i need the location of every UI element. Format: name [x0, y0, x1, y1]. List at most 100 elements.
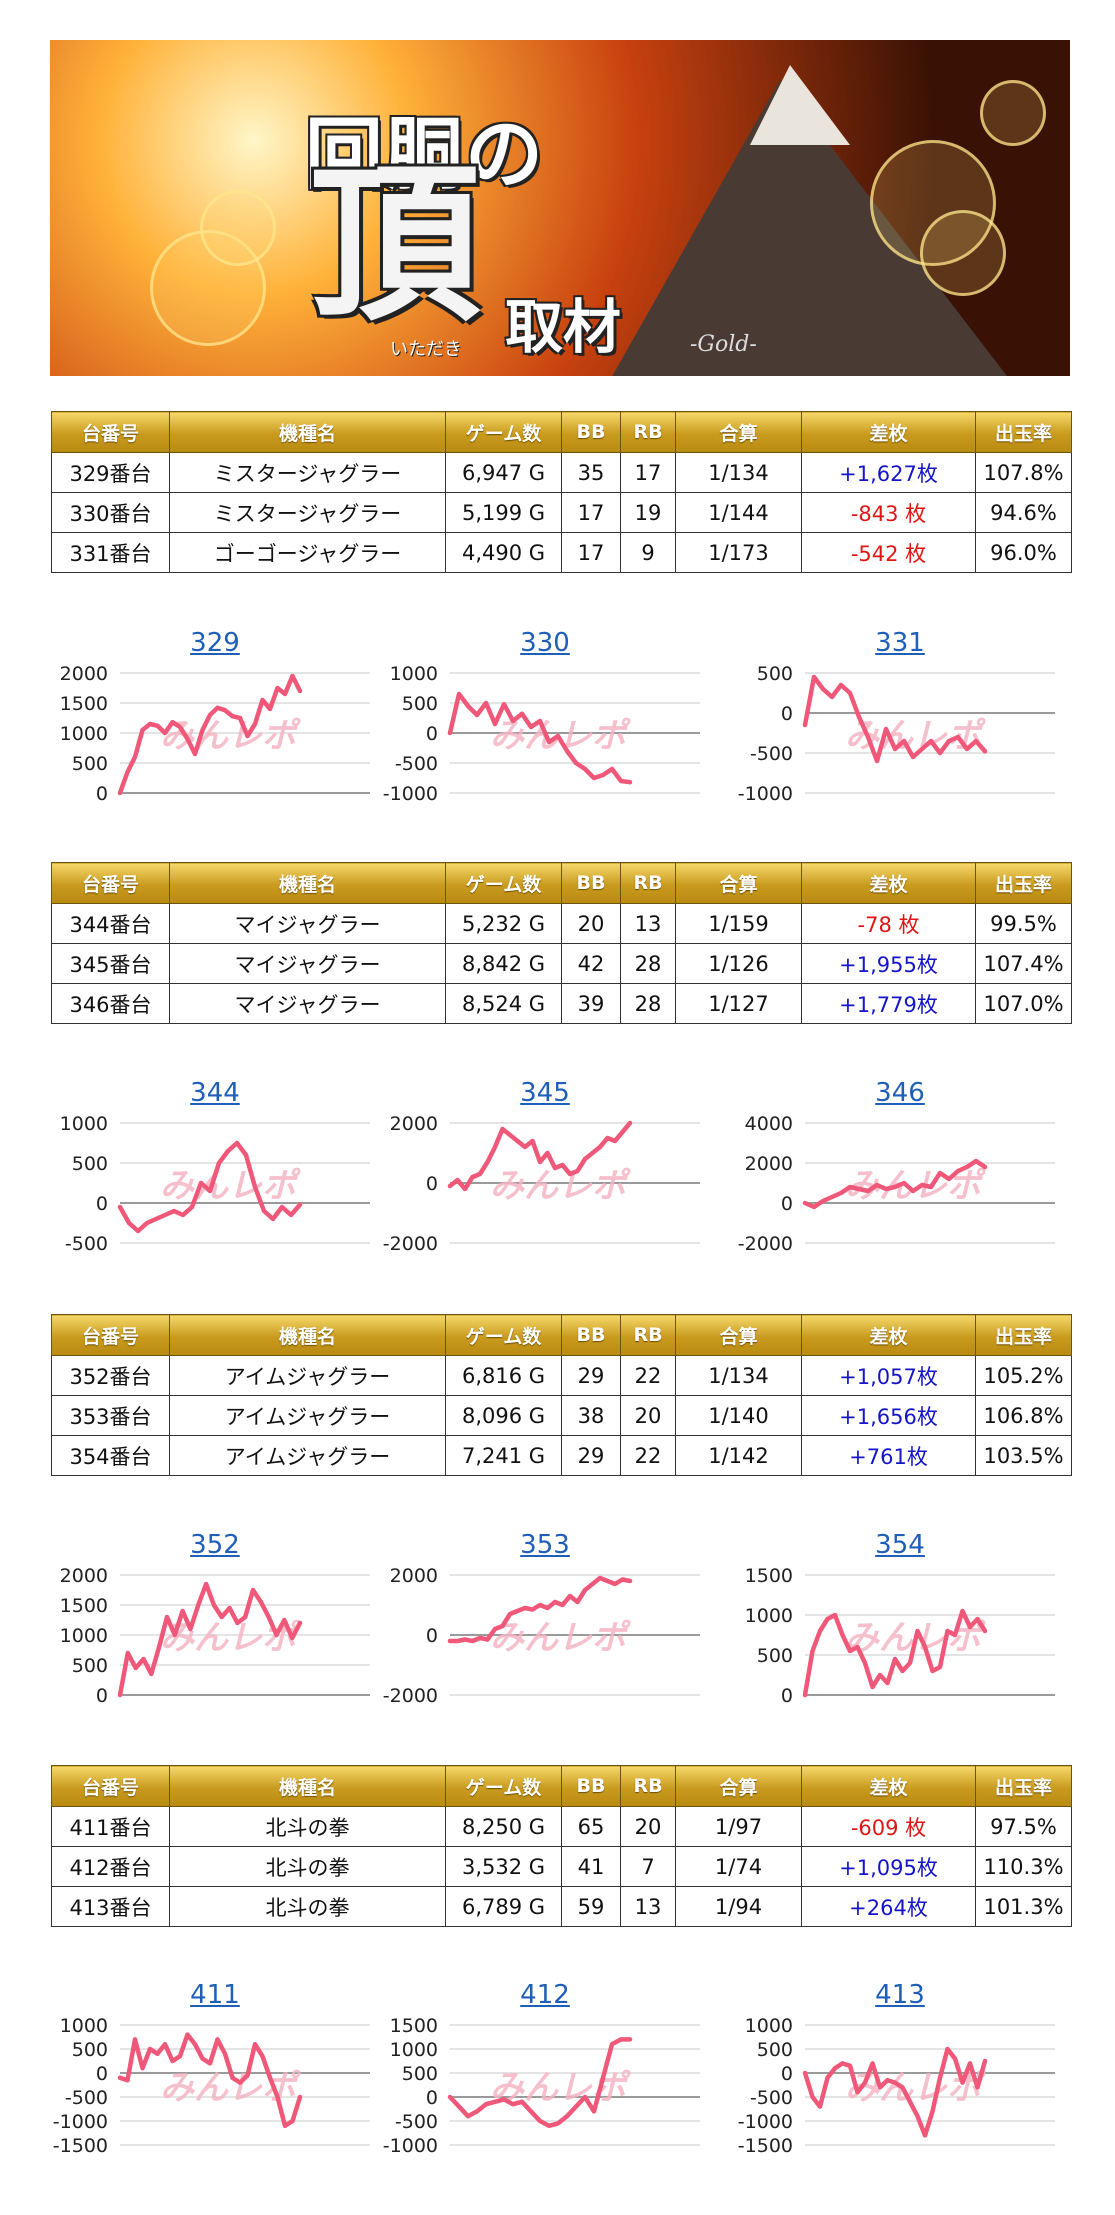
y-tick-label: -2000 [383, 1685, 438, 1707]
data-point [884, 1187, 888, 1191]
data-point [280, 1205, 284, 1209]
machine-model: アイムジャグラー [169, 1395, 446, 1436]
data-point [118, 791, 122, 795]
watermark-logo: みんレポ [845, 1166, 986, 1206]
data-point [583, 1588, 587, 1592]
data-point [118, 2075, 122, 2080]
chart-title-link[interactable]: 344 [190, 1078, 240, 1108]
regular-bonus-count: 20 [620, 1806, 676, 1847]
chart-title-link[interactable]: 413 [875, 1980, 925, 2010]
big-bonus-count: 29 [561, 1435, 621, 1476]
chart-title-link[interactable]: 353 [520, 1530, 570, 1560]
column-header: BB [561, 862, 621, 904]
slump-graph: 353 2000 0 -2000 みんレポ [380, 1530, 710, 1715]
data-point [893, 2080, 897, 2085]
data-point [529, 2109, 533, 2114]
column-header: 台番号 [51, 1314, 170, 1356]
coin-difference: +1,656枚 [801, 1395, 976, 1436]
data-point [956, 1169, 960, 1173]
data-point [245, 2073, 250, 2078]
table-row: 329番台 ミスタージャグラー 6,947 G 35 17 1/134 +1,627枚 107… [51, 452, 1072, 493]
data-point [511, 719, 515, 723]
data-point [902, 739, 906, 743]
chart-title-link[interactable]: 330 [520, 628, 570, 658]
coin-difference: +264枚 [801, 1886, 976, 1927]
data-point [821, 687, 825, 691]
data-point [605, 1136, 610, 1140]
combined-probability: 1/140 [675, 1395, 802, 1436]
payout-rate: 97.5% [975, 1806, 1072, 1847]
big-bonus-count: 59 [561, 1886, 621, 1927]
chart-title-link[interactable]: 346 [875, 1078, 925, 1108]
watermark-logo: みんレポ [490, 1618, 631, 1658]
data-point [125, 770, 130, 774]
data-point [282, 1618, 287, 1622]
data-point [810, 2095, 815, 2099]
machine-number: 354番台 [51, 1435, 170, 1476]
payout-rate: 101.3% [975, 1886, 1072, 1927]
data-point [553, 1600, 557, 1604]
data-point [923, 1645, 927, 1649]
data-point [592, 776, 596, 780]
data-point [133, 1666, 138, 1670]
slump-graph: 352 2000 1500 1000 500 0 みんレポ [50, 1530, 380, 1715]
data-point [253, 2042, 257, 2047]
chart-title-link[interactable]: 412 [520, 1980, 570, 2010]
column-header: RB [620, 1314, 676, 1356]
data-point [575, 1169, 580, 1173]
game-count: 8,250 G [445, 1806, 562, 1847]
coin-difference: +1,779枚 [801, 983, 976, 1024]
data-point [956, 735, 960, 739]
data-point [493, 2099, 497, 2104]
data-point [818, 1629, 822, 1633]
data-point [485, 1160, 490, 1164]
data-point [215, 705, 220, 710]
data-point [502, 2097, 506, 2102]
watermark-logo: みんレポ [160, 1618, 301, 1658]
combined-probability: 1/159 [675, 903, 802, 944]
regular-bonus-count: 17 [620, 452, 676, 493]
machine-stats-table: 台番号 機種名 ゲーム数 BB RB 合算 差枚 出玉率 344番台 マイジャグラー 5,232 G… [51, 862, 1072, 1024]
y-tick-label: 500 [757, 1645, 793, 1667]
data-point [953, 2056, 957, 2061]
column-header: 差枚 [801, 862, 976, 904]
data-point [493, 1627, 497, 1631]
data-point [574, 761, 578, 765]
data-point [230, 2075, 235, 2080]
data-point [968, 2061, 972, 2066]
chart-title-link[interactable]: 329 [190, 628, 240, 658]
mountain-peak-snow [750, 65, 850, 145]
chart-title-link[interactable]: 345 [520, 1078, 570, 1108]
data-point [803, 1693, 807, 1697]
data-point [500, 1624, 505, 1628]
data-point [592, 2109, 596, 2114]
chart-title-link[interactable]: 354 [875, 1530, 925, 1560]
data-point [275, 2095, 280, 2099]
data-point [211, 1603, 216, 1607]
data-point [181, 1213, 185, 1217]
data-point [810, 1649, 815, 1653]
data-point [960, 1609, 965, 1613]
data-point [275, 686, 280, 690]
column-header: BB [561, 1314, 621, 1356]
chart-title-link[interactable]: 411 [190, 1980, 240, 2010]
banner-title-main: 頂 [310, 145, 481, 345]
data-point [463, 1187, 467, 1191]
data-point [908, 1661, 912, 1665]
data-point [508, 1133, 512, 1137]
data-point [463, 1637, 467, 1642]
chart-title-link[interactable]: 352 [190, 1530, 240, 1560]
data-point [466, 2114, 470, 2119]
y-tick-label: -500 [65, 1233, 108, 1255]
column-header: ゲーム数 [445, 1765, 562, 1807]
data-point [560, 1163, 565, 1167]
data-point [538, 719, 542, 723]
chart-title-link[interactable]: 331 [875, 628, 925, 658]
table-row: 346番台 マイジャグラー 8,524 G 39 28 1/127 +1,779枚 107.0… [51, 983, 1072, 1024]
data-point [238, 716, 242, 720]
data-point [902, 1181, 906, 1185]
table-row: 330番台 ミスタージャグラー 5,199 G 17 19 1/144 -843 枚 94.6… [51, 492, 1072, 533]
data-point [227, 1606, 232, 1610]
